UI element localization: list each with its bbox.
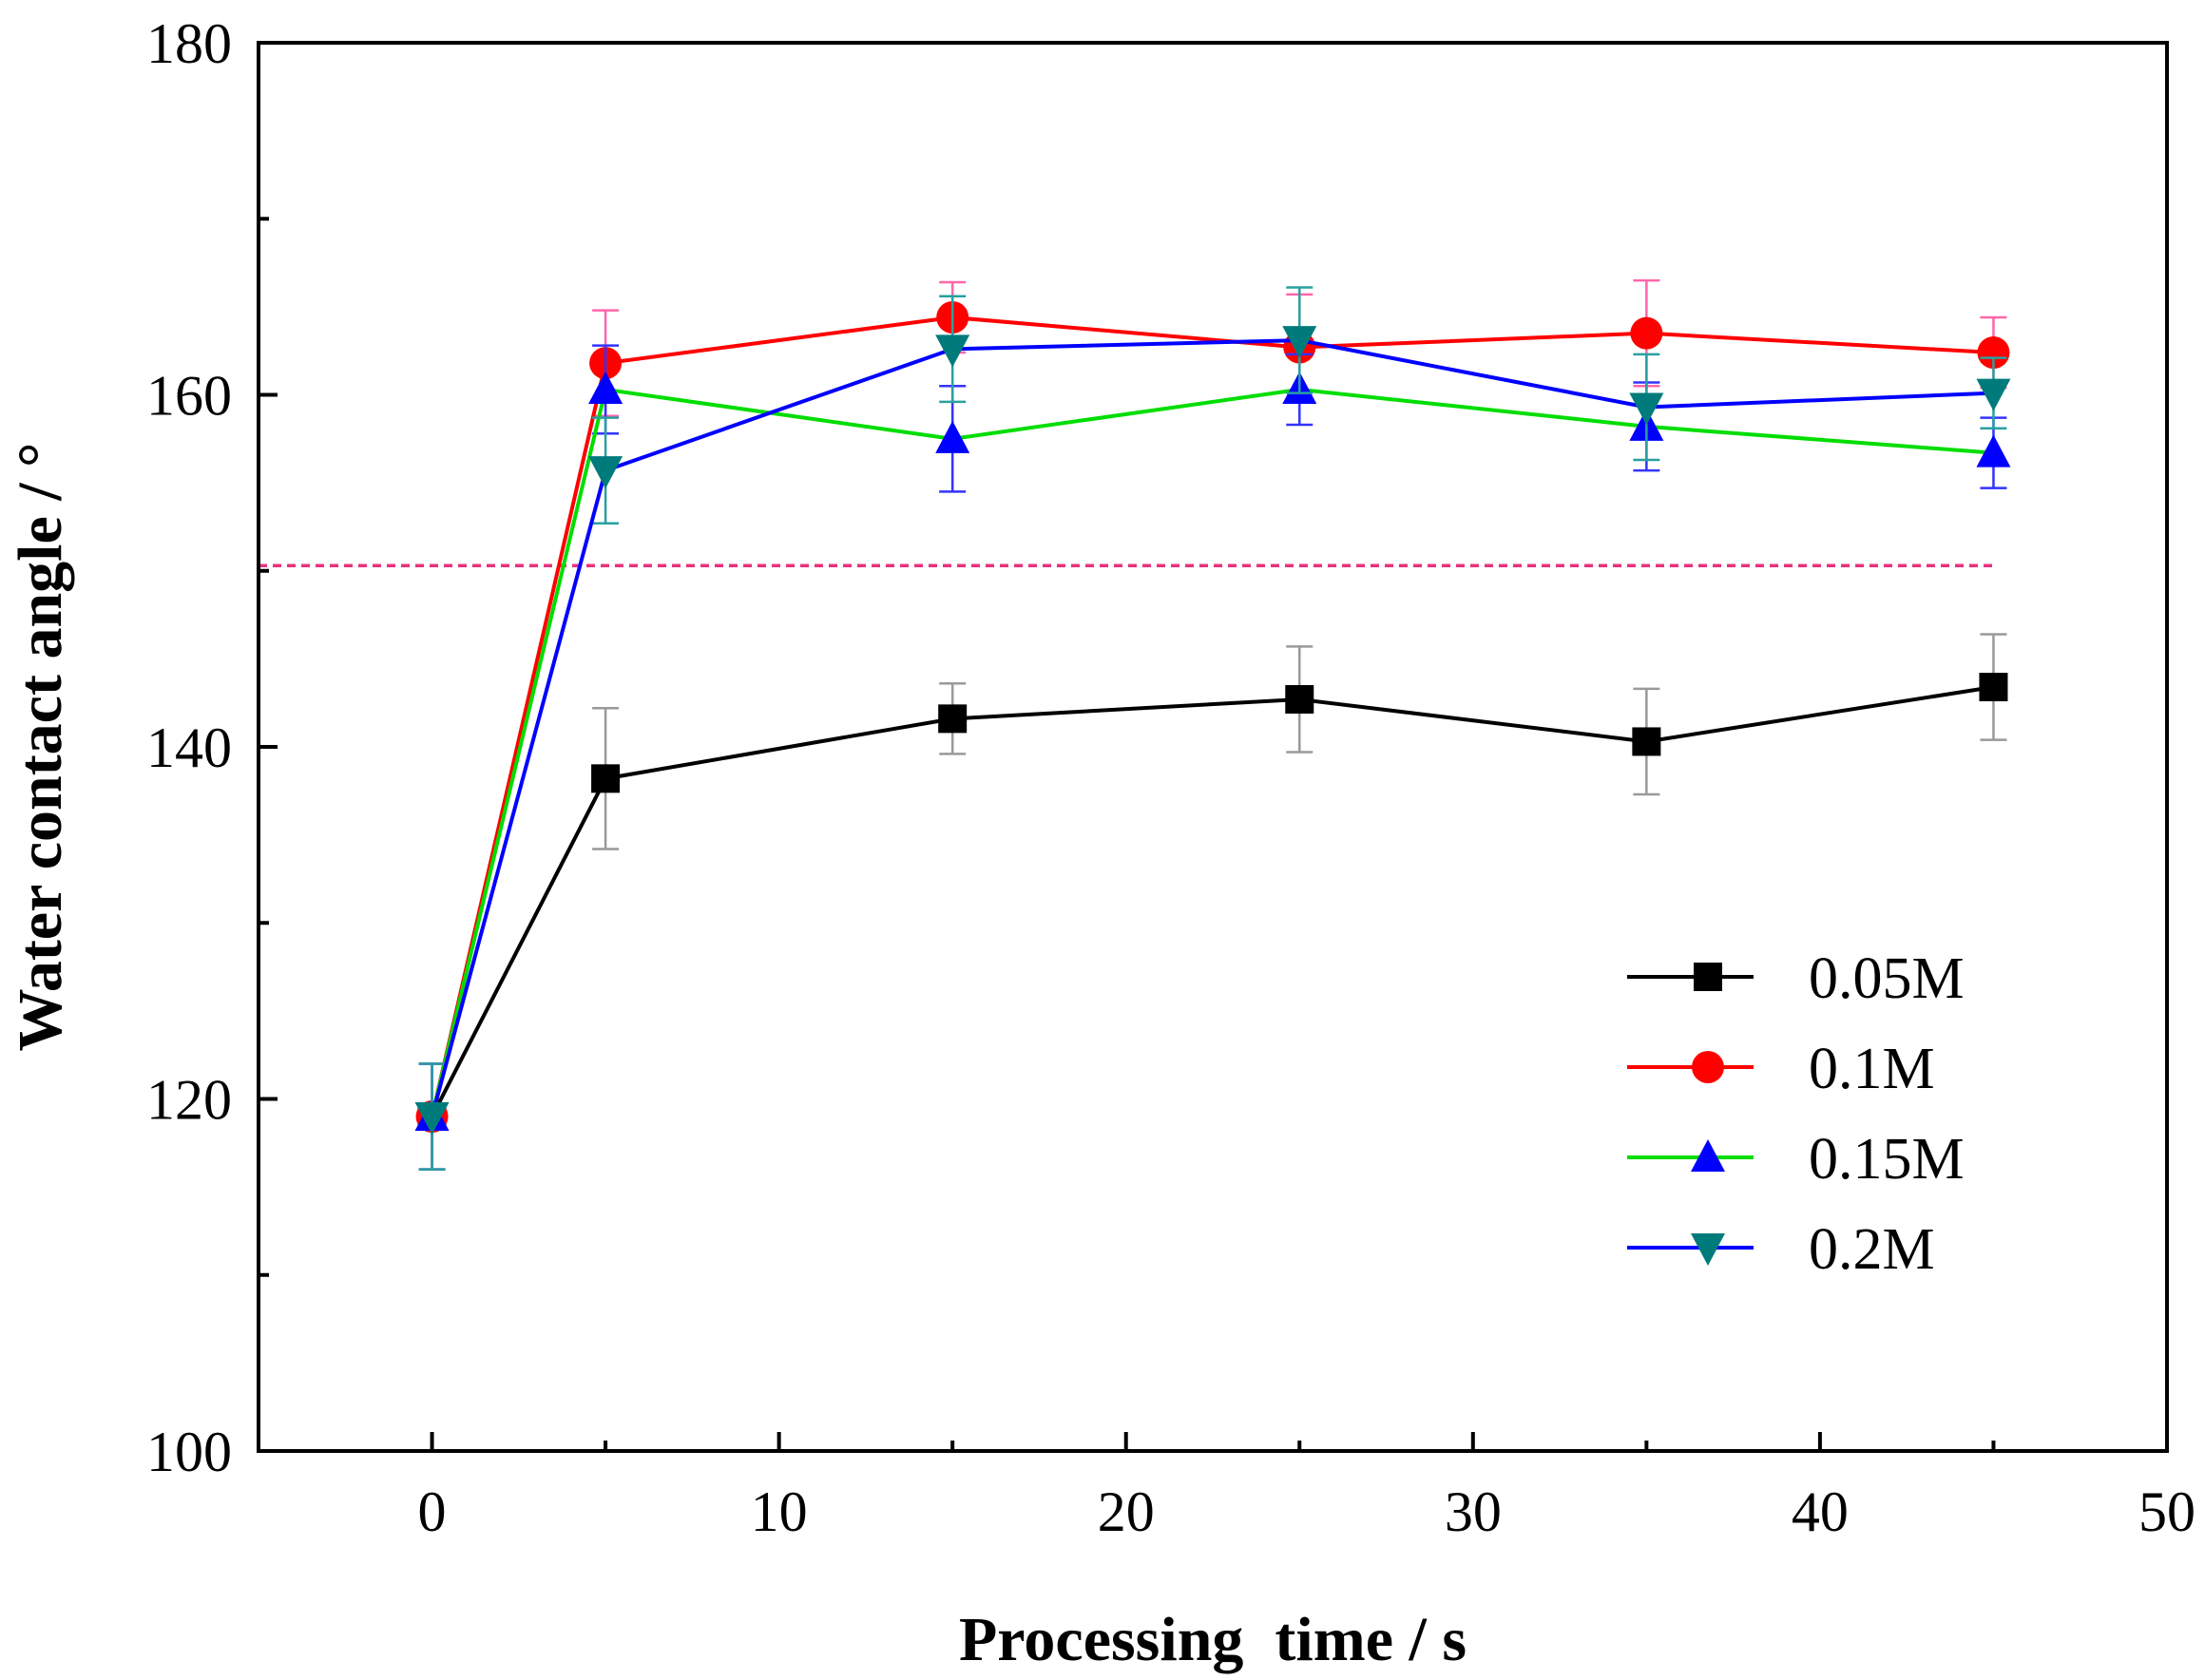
y-tick-label: 120 bbox=[146, 1069, 232, 1132]
legend-item: 0.2M bbox=[1627, 1217, 1935, 1282]
data-point bbox=[938, 704, 968, 734]
legend-marker bbox=[1691, 1233, 1725, 1266]
x-tick-label: 40 bbox=[1792, 1480, 1849, 1543]
x-tick-label: 30 bbox=[1445, 1480, 1502, 1543]
series-line bbox=[430, 338, 1994, 1117]
series-line bbox=[430, 315, 1994, 1117]
legend-marker bbox=[1691, 1139, 1725, 1172]
data-point bbox=[588, 371, 623, 404]
x-tick-label: 10 bbox=[751, 1480, 808, 1543]
legend-label: 0.05M bbox=[1809, 946, 1965, 1011]
legend-item: 0.1M bbox=[1627, 1037, 1935, 1101]
data-point bbox=[1977, 336, 2010, 370]
data-point bbox=[935, 420, 970, 453]
data-point bbox=[1630, 316, 1663, 350]
data-point bbox=[414, 1102, 450, 1136]
y-tick-label: 140 bbox=[146, 716, 232, 779]
data-point bbox=[935, 334, 970, 368]
legend-label: 0.1M bbox=[1809, 1037, 1935, 1101]
y-tick-label: 160 bbox=[146, 365, 232, 428]
data-point bbox=[591, 764, 621, 793]
x-axis-title: Processing time / s bbox=[959, 1605, 1467, 1674]
series-0.2M bbox=[414, 286, 2011, 1171]
data-point bbox=[1632, 727, 1661, 756]
series-0.05M bbox=[417, 633, 2008, 1171]
x-tick-label: 50 bbox=[2138, 1480, 2195, 1543]
y-axis-title: Water contact angle / ° bbox=[6, 442, 75, 1051]
data-point bbox=[1976, 434, 2011, 468]
legend-marker bbox=[1692, 1051, 1724, 1083]
axis-layer: 0 10 20 30 40 50 100 120 140 160 180 bbox=[146, 12, 2195, 1543]
y-tick-label: 180 bbox=[146, 12, 232, 75]
x-tick-label: 0 bbox=[418, 1480, 447, 1543]
series-line bbox=[430, 387, 1994, 1117]
series-line bbox=[430, 685, 1994, 1117]
x-tick-label: 20 bbox=[1098, 1480, 1155, 1543]
legend-marker bbox=[1694, 963, 1722, 991]
legend-label: 0.2M bbox=[1809, 1217, 1935, 1282]
legend-item: 0.05M bbox=[1627, 946, 1965, 1011]
data-point bbox=[1285, 684, 1314, 714]
series-layer bbox=[414, 278, 2011, 1171]
y-tick-label: 100 bbox=[146, 1421, 232, 1483]
data-point bbox=[588, 456, 623, 489]
data-point bbox=[1282, 326, 1317, 359]
data-point bbox=[1629, 392, 1664, 426]
legend-item: 0.15M bbox=[1627, 1127, 1965, 1192]
data-point bbox=[1976, 378, 2011, 411]
legend-label: 0.15M bbox=[1809, 1127, 1965, 1192]
data-point bbox=[1979, 673, 2008, 702]
legend: 0.05M 0.1M 0.15M 0.2M bbox=[1627, 946, 1965, 1282]
